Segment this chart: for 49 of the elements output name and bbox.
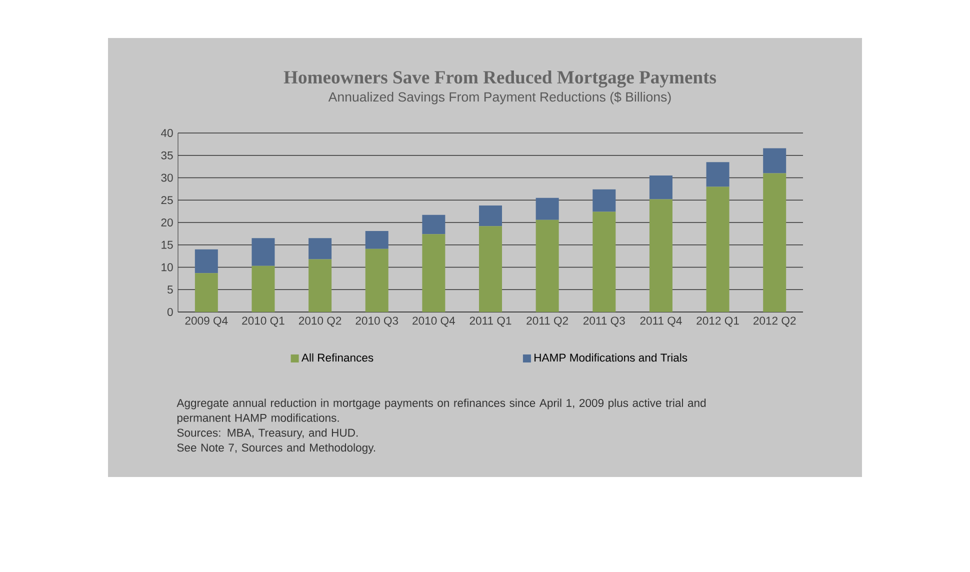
x-tick-label: 2010 Q1: [242, 316, 284, 327]
legend-label: All Refinances: [301, 353, 374, 362]
bar: [763, 173, 786, 312]
bar: [592, 212, 616, 312]
bar: [365, 248, 388, 312]
bar: [706, 186, 730, 312]
y-tick-label: 20: [161, 218, 173, 226]
bar: [479, 226, 502, 312]
bar: [536, 198, 559, 220]
text: See Note 7, Sources and Methodology.: [177, 443, 376, 454]
bar: [649, 176, 672, 200]
x-tick-label: 2009 Q4: [185, 316, 228, 327]
x-tick-label: 2012 Q1: [696, 316, 739, 327]
y-tick-label: 10: [162, 263, 173, 272]
y-tick-label: 0: [167, 308, 173, 316]
bar: [308, 259, 332, 312]
text: Aggregate annual reduction in mortgage payments on refinances since April 1, 2009 plus active trial and permanent HAMP modifications.: [176, 398, 706, 424]
source-note: Sources: MBA, Treasury, and HUD.: [177, 428, 358, 439]
chart-title: Homeowners Save From Reduced Mortgage Payments: [284, 70, 716, 88]
y-tick-label: 30: [161, 174, 173, 182]
chart-subtitle: Annualized Savings From Payment Reductions ($ Billions): [328, 92, 671, 104]
bar: [422, 234, 446, 312]
bar: [194, 249, 218, 274]
y-tick-label: 5: [167, 286, 173, 294]
legend-label: HAMP Modifications and Trials: [534, 353, 688, 362]
bar: [194, 273, 218, 312]
bar: [365, 231, 388, 249]
x-tick-label: 2010 Q2: [298, 316, 342, 327]
y-tick-label: 35: [161, 151, 173, 160]
bar: [592, 189, 616, 212]
bar: [422, 214, 446, 234]
x-tick-label: 2011 Q2: [526, 316, 568, 327]
bar: [536, 220, 559, 312]
x-tick-label: 2012 Q2: [754, 316, 796, 327]
x-tick-label: 2011 Q3: [583, 316, 625, 327]
bar: [252, 238, 275, 266]
bar: [252, 266, 275, 312]
x-tick-label: 2011 Q4: [640, 316, 682, 327]
bar: [308, 238, 332, 260]
x-tick-label: 2011 Q1: [470, 316, 512, 327]
bar: [479, 205, 502, 226]
bar: [649, 199, 672, 312]
y-tick-label: 25: [161, 196, 173, 204]
x-tick-label: 2010 Q3: [356, 316, 398, 327]
y-tick-label: 40: [161, 129, 173, 137]
bar: [706, 162, 730, 187]
bar: [763, 148, 786, 174]
x-tick-label: 2010 Q4: [412, 316, 456, 327]
y-tick-label: 15: [162, 240, 173, 249]
